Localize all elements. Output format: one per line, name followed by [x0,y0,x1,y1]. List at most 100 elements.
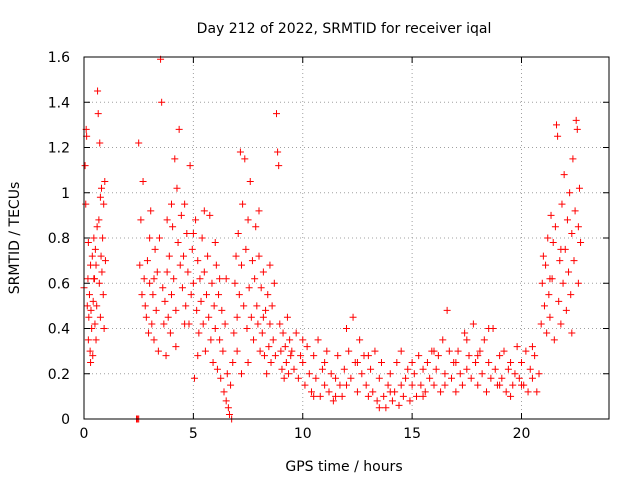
data-point [198,234,206,242]
data-point [478,370,486,378]
data-point [419,365,427,373]
data-point [509,381,517,389]
data-point [349,313,357,321]
data-point [89,352,97,360]
data-point [225,410,233,418]
data-point [196,275,204,283]
data-point [165,252,173,260]
data-point [507,358,515,366]
data-point [235,291,243,299]
data-point [380,392,388,400]
data-point [268,302,276,310]
data-point [200,207,208,215]
data-point [487,374,495,382]
data-point [406,397,414,405]
data-point [177,211,185,219]
data-point [95,216,103,224]
data-point [312,374,320,382]
data-point [236,148,244,156]
data-point [85,313,93,321]
data-point [556,257,564,265]
data-point [299,336,307,344]
data-point [294,374,302,382]
data-point [280,374,288,382]
data-point [170,275,178,283]
data-point [84,239,92,247]
data-point [384,381,392,389]
data-point [567,291,575,299]
data-point [271,352,279,360]
data-point [314,336,322,344]
data-point [263,370,271,378]
data-point [146,279,154,287]
data-point [189,229,197,237]
data-point [233,313,241,321]
x-tick-label: 5 [189,426,198,442]
data-point [90,275,98,283]
data-point [138,291,146,299]
data-point [201,347,209,355]
data-point [343,381,350,389]
data-point [480,336,488,344]
data-point [345,347,353,355]
data-point [207,336,215,344]
data-point [266,320,274,328]
data-point [273,110,280,118]
data-point [186,162,194,170]
data-point [169,223,177,231]
data-point [469,320,477,328]
data-point [526,365,534,373]
data-point [426,374,434,382]
data-point [562,306,570,314]
data-point [454,347,462,355]
data-point [528,343,536,351]
data-point [278,365,286,373]
data-point [321,381,329,389]
data-point [193,306,201,314]
data-points [80,55,585,423]
data-point [340,365,348,373]
data-point [572,116,580,124]
y-axis-label: SRMTID / TECUs [7,182,23,295]
data-point [546,275,554,283]
data-point [230,329,238,337]
x-tick-label: 15 [403,426,421,442]
data-point [353,388,361,396]
data-point [239,200,247,208]
data-point [458,381,466,389]
data-point [91,245,99,253]
data-point [83,302,91,310]
data-point [417,381,425,389]
data-point [321,358,329,366]
data-point [175,125,183,133]
data-point [168,291,175,299]
data-point [528,374,536,382]
data-point [292,329,300,337]
data-point [550,336,558,344]
data-point [441,381,449,389]
data-point [266,261,274,269]
data-point [430,347,438,355]
data-point [163,216,171,224]
data-point [557,320,565,328]
data-point [250,336,258,344]
data-point [246,177,254,185]
data-point [96,193,104,201]
data-point [257,284,265,292]
data-point [318,365,326,373]
data-point [260,352,268,360]
data-point [209,358,217,366]
data-point [299,358,307,366]
data-point [448,374,455,382]
y-tick-label: 0.8 [48,231,70,247]
data-point [269,336,277,344]
data-point [180,252,188,260]
data-point [151,245,159,253]
data-point [565,268,573,276]
data-point [382,404,390,412]
data-point [367,365,375,373]
data-point [452,388,460,396]
data-point [99,234,107,242]
data-point [297,352,305,360]
data-point [375,374,383,382]
